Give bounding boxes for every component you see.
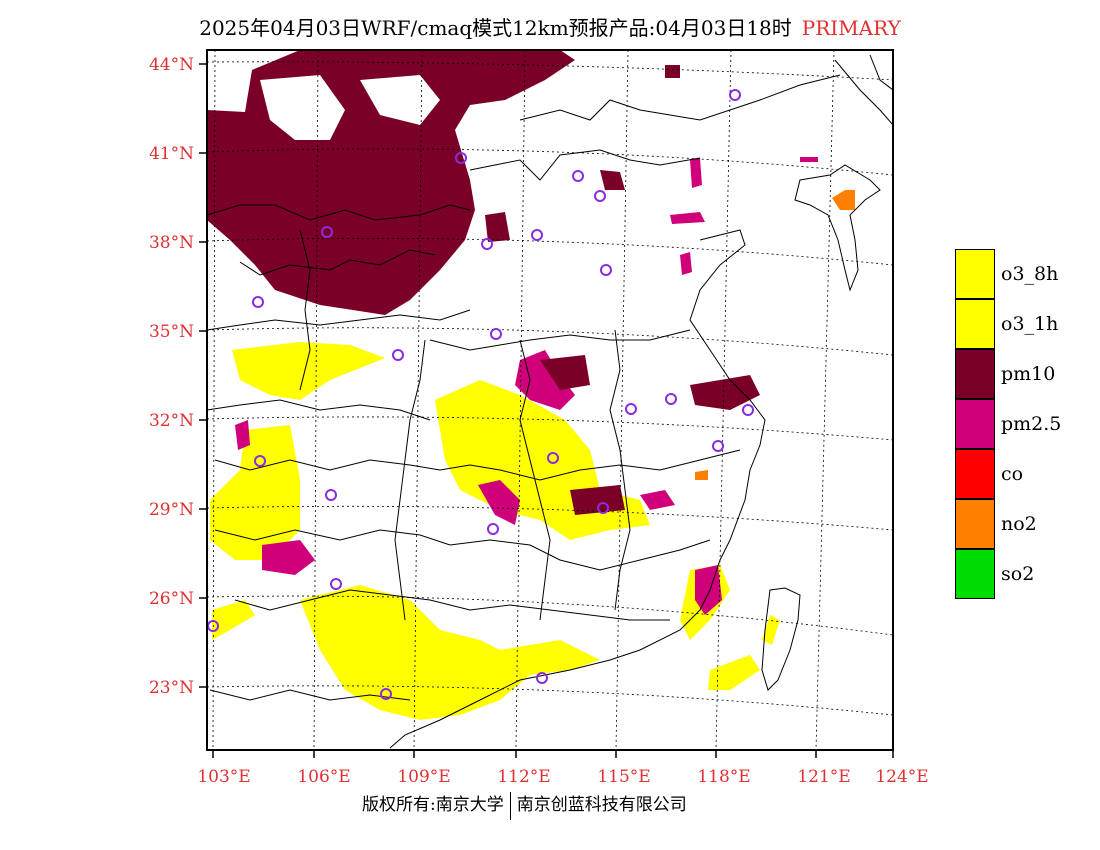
legend-item-pm10: pm10 [955, 349, 1100, 399]
lat-label: 29°N [149, 500, 194, 520]
legend-item-co: co [955, 449, 1100, 499]
legend-swatch [955, 249, 995, 299]
legend-label: so2 [1001, 563, 1035, 585]
legend-swatch [955, 399, 995, 449]
pm10-scatter [485, 65, 760, 515]
pm25-field [235, 157, 818, 615]
legend-item-pm25: pm2.5 [955, 399, 1100, 449]
legend-swatch [955, 349, 995, 399]
lon-label: 121°E [797, 767, 850, 787]
legend-label: o3_1h [1001, 313, 1059, 335]
graticule [206, 49, 894, 751]
lat-label: 38°N [149, 233, 194, 253]
legend-item-no2: no2 [955, 499, 1100, 549]
legend-label: co [1001, 463, 1024, 485]
copyright-left: 版权所有:南京大学 [362, 795, 504, 815]
lat-label: 44°N [149, 55, 194, 75]
lon-label: 118°E [697, 767, 750, 787]
copyright-right: 南京创蓝科技有限公司 [516, 795, 687, 815]
title-tag: PRIMARY [801, 16, 901, 40]
title-text: 2025年04月03日WRF/cmaq模式12km预报产品:04月03日18时 [199, 16, 792, 40]
footer-separator [509, 791, 511, 820]
lat-label: 41°N [149, 144, 194, 164]
station-markers [207, 89, 754, 700]
pm10-holes [207, 50, 440, 140]
lat-label: 23°N [149, 678, 194, 698]
map-title: 2025年04月03日WRF/cmaq模式12km预报产品:04月03日18时 P… [0, 12, 1100, 41]
legend-item-o3-8h: o3_8h [955, 249, 1100, 299]
lat-labels: 44°N 41°N 38°N 35°N 32°N 29°N 26°N 23°N [149, 55, 194, 698]
lat-label: 26°N [149, 589, 194, 609]
legend-label: o3_8h [1001, 263, 1059, 285]
legend-label: pm10 [1001, 363, 1056, 385]
legend-label: pm2.5 [1001, 413, 1062, 435]
no2-field [695, 190, 855, 480]
map-frame [206, 49, 894, 751]
lat-label: 32°N [149, 411, 194, 431]
boundary-lines [206, 54, 894, 749]
lon-label: 106°E [297, 767, 350, 787]
legend-item-so2: so2 [955, 549, 1100, 599]
legend-swatch [955, 499, 995, 549]
legend-label: no2 [1001, 513, 1037, 535]
tick-marks [199, 63, 894, 758]
lon-label: 124°E [875, 767, 928, 787]
legend-swatch [955, 549, 995, 599]
lon-label: 112°E [497, 767, 550, 787]
lon-label: 109°E [397, 767, 450, 787]
lon-labels: 103°E 106°E 109°E 112°E 115°E 118°E 121°… [197, 767, 928, 787]
legend-swatch [955, 449, 995, 499]
legend-item-o3-1h: o3_1h [955, 299, 1100, 349]
lon-label: 115°E [597, 767, 650, 787]
legend-swatch [955, 299, 995, 349]
lon-label: 103°E [197, 767, 250, 787]
copyright-footer: 版权所有:南京大学 南京创蓝科技有限公司 [362, 790, 687, 820]
lat-label: 35°N [149, 322, 194, 342]
